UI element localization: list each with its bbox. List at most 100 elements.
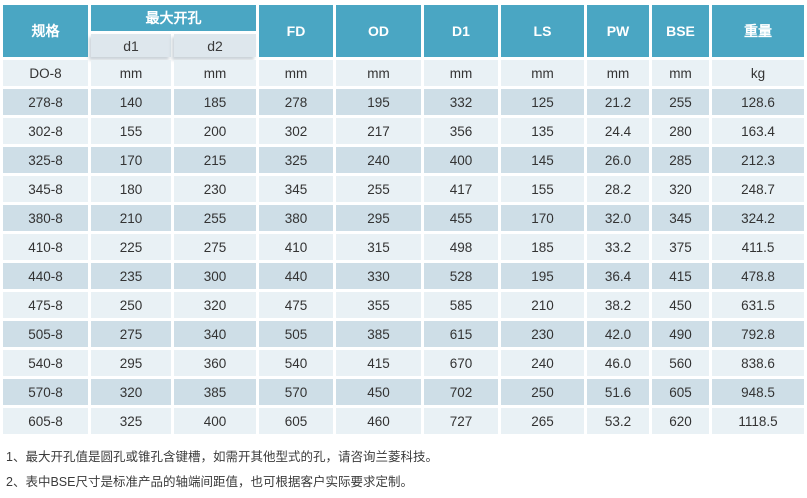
spec-cell: 505-8 [3, 321, 88, 347]
value-cell: 255 [652, 89, 709, 115]
value-cell: 948.5 [712, 379, 804, 405]
value-cell: 28.2 [587, 176, 649, 202]
table-row: 440-8 235 300 440 330 528 195 36.4 415 478.8 [3, 263, 804, 289]
value-cell: 1118.5 [712, 408, 804, 434]
spec-cell: 302-8 [3, 118, 88, 144]
table-row: 410-8 225 275 410 315 498 185 33.2 375 411.5 [3, 234, 804, 260]
value-cell: mm [174, 60, 256, 86]
col-header-d1-cap: D1 [424, 5, 498, 57]
value-cell: 135 [501, 118, 584, 144]
value-cell: 702 [424, 379, 498, 405]
value-cell: 215 [174, 147, 256, 173]
col-header-fd: FD [259, 5, 333, 57]
spec-cell: 570-8 [3, 379, 88, 405]
col-header-bse: BSE [652, 5, 709, 57]
value-cell: 498 [424, 234, 498, 260]
value-cell: 46.0 [587, 350, 649, 376]
value-cell: 375 [652, 234, 709, 260]
value-cell: 332 [424, 89, 498, 115]
col-header-ls: LS [501, 5, 584, 57]
table-row: 505-8 275 340 505 385 615 230 42.0 490 792.8 [3, 321, 804, 347]
value-cell: 356 [424, 118, 498, 144]
value-cell: 285 [652, 147, 709, 173]
header-row-1: 规格 最大开孔 FD OD D1 LS PW BSE 重量 [3, 5, 804, 57]
value-cell: 570 [259, 379, 333, 405]
value-cell: 385 [336, 321, 421, 347]
value-cell: 302 [259, 118, 333, 144]
value-cell: 455 [424, 205, 498, 231]
value-cell: mm [91, 60, 171, 86]
col-header-od: OD [336, 5, 421, 57]
value-cell: 605 [259, 408, 333, 434]
value-cell: 727 [424, 408, 498, 434]
spec-cell: 345-8 [3, 176, 88, 202]
value-cell: 275 [174, 234, 256, 260]
value-cell: 24.4 [587, 118, 649, 144]
value-cell: mm [501, 60, 584, 86]
value-cell: 250 [91, 292, 171, 318]
col-header-weight: 重量 [712, 5, 804, 57]
spec-cell: DO-8 [3, 60, 88, 86]
value-cell: mm [652, 60, 709, 86]
value-cell: 195 [336, 89, 421, 115]
value-cell: 355 [336, 292, 421, 318]
spec-cell: 278-8 [3, 89, 88, 115]
spec-cell: 475-8 [3, 292, 88, 318]
value-cell: 320 [174, 292, 256, 318]
value-cell: 345 [652, 205, 709, 231]
spec-cell: 540-8 [3, 350, 88, 376]
table-body: DO-8 mm mm mm mm mm mm mm mm kg 278-8 140 185 278 195 3… [3, 60, 804, 434]
value-cell: 620 [652, 408, 709, 434]
value-cell: 670 [424, 350, 498, 376]
value-cell: 410 [259, 234, 333, 260]
value-cell: 145 [501, 147, 584, 173]
value-cell: 450 [652, 292, 709, 318]
spec-cell: 605-8 [3, 408, 88, 434]
value-cell: 255 [174, 205, 256, 231]
value-cell: 33.2 [587, 234, 649, 260]
spec-cell: 440-8 [3, 263, 88, 289]
value-cell: 585 [424, 292, 498, 318]
value-cell: 325 [91, 408, 171, 434]
value-cell: mm [336, 60, 421, 86]
value-cell: mm [259, 60, 333, 86]
value-cell: 615 [424, 321, 498, 347]
value-cell: 505 [259, 321, 333, 347]
value-cell: 380 [259, 205, 333, 231]
value-cell: 36.4 [587, 263, 649, 289]
value-cell: 235 [91, 263, 171, 289]
value-cell: 155 [91, 118, 171, 144]
value-cell: 478.8 [712, 263, 804, 289]
value-cell: 21.2 [587, 89, 649, 115]
units-row: DO-8 mm mm mm mm mm mm mm mm kg [3, 60, 804, 86]
value-cell: 42.0 [587, 321, 649, 347]
spec-table: 规格 最大开孔 FD OD D1 LS PW BSE 重量 d1 d2 DO-8… [0, 2, 807, 437]
value-cell: 125 [501, 89, 584, 115]
value-cell: 170 [91, 147, 171, 173]
value-cell: 185 [501, 234, 584, 260]
value-cell: 128.6 [712, 89, 804, 115]
value-cell: 240 [336, 147, 421, 173]
value-cell: 51.6 [587, 379, 649, 405]
col-header-d1: d1 [91, 34, 171, 57]
value-cell: 330 [336, 263, 421, 289]
value-cell: 225 [91, 234, 171, 260]
table-row: 278-8 140 185 278 195 332 125 21.2 255 128.6 [3, 89, 804, 115]
value-cell: 320 [91, 379, 171, 405]
table-header: 规格 最大开孔 FD OD D1 LS PW BSE 重量 d1 d2 [3, 5, 804, 57]
value-cell: 605 [652, 379, 709, 405]
value-cell: 32.0 [587, 205, 649, 231]
value-cell: 230 [501, 321, 584, 347]
value-cell: 300 [174, 263, 256, 289]
value-cell: 255 [336, 176, 421, 202]
table-row: 605-8 325 400 605 460 727 265 53.2 620 1118.5 [3, 408, 804, 434]
table-row: 475-8 250 320 475 355 585 210 38.2 450 631.5 [3, 292, 804, 318]
table-row: 345-8 180 230 345 255 417 155 28.2 320 248.7 [3, 176, 804, 202]
header-row-2: d1 d2 [3, 34, 804, 57]
col-header-spec: 规格 [3, 5, 88, 57]
value-cell: 195 [501, 263, 584, 289]
value-cell: 240 [501, 350, 584, 376]
value-cell: 38.2 [587, 292, 649, 318]
value-cell: 415 [652, 263, 709, 289]
value-cell: 180 [91, 176, 171, 202]
